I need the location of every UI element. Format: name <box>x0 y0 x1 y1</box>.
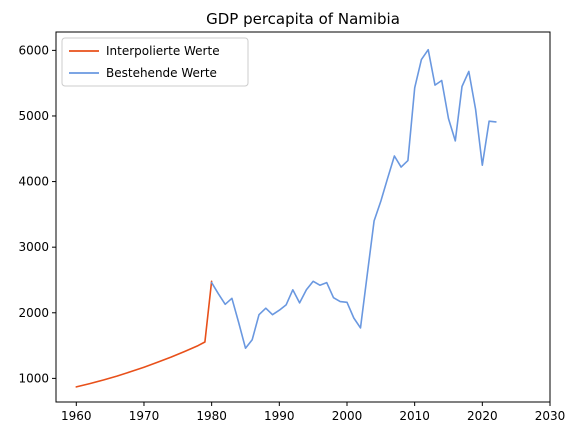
interpolated-series-line <box>75 280 213 388</box>
x-tick-label: 1960 <box>61 409 92 423</box>
y-tick-label: 4000 <box>18 175 49 189</box>
y-tick-label: 5000 <box>18 109 49 123</box>
x-tick-label: 1970 <box>129 409 160 423</box>
x-axis: 1960 1970 1980 1990 2000 2010 2020 2030 <box>61 402 565 423</box>
series-layer <box>75 48 497 388</box>
existing-series-line <box>210 48 497 350</box>
y-tick-label: 6000 <box>18 43 49 57</box>
x-tick-label: 1990 <box>264 409 295 423</box>
x-tick-label: 2010 <box>399 409 430 423</box>
axes-frame <box>55 31 551 403</box>
x-tick-label: 2000 <box>332 409 363 423</box>
y-tick-label: 1000 <box>18 371 49 385</box>
chart-title: GDP percapita of Namibia <box>206 10 400 28</box>
y-tick-label: 2000 <box>18 306 49 320</box>
legend: Interpolierte Werte Bestehende Werte <box>61 37 249 87</box>
legend-label-interpolated: Interpolierte Werte <box>106 44 220 58</box>
x-tick-label: 2030 <box>535 409 566 423</box>
x-tick-label: 2020 <box>467 409 498 423</box>
y-axis: 1000 2000 3000 4000 5000 6000 <box>18 43 56 385</box>
legend-label-existing: Bestehende Werte <box>106 66 217 80</box>
legend-frame <box>61 37 249 87</box>
x-tick-label: 1980 <box>196 409 227 423</box>
y-tick-label: 3000 <box>18 240 49 254</box>
